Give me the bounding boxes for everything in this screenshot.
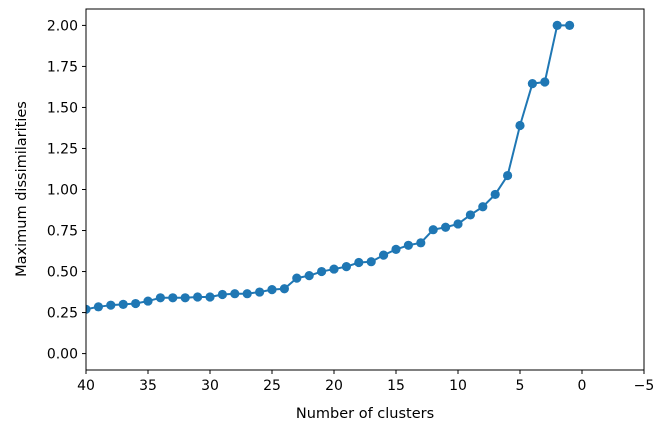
data-point	[242, 289, 252, 299]
data-point	[217, 289, 227, 300]
data-point	[267, 285, 277, 295]
data-point	[441, 222, 451, 232]
x-tick-label: 35	[139, 378, 157, 394]
data-point	[354, 257, 364, 268]
y-tick-label: 1.00	[47, 183, 78, 199]
data-point	[403, 240, 413, 250]
data-point	[428, 225, 438, 235]
data-point	[540, 77, 550, 87]
data-point	[168, 293, 178, 303]
data-point	[93, 302, 103, 312]
data-point	[304, 271, 314, 281]
y-axis-label: Maximum dissimilarities	[14, 101, 30, 277]
y-tick-label: 1.25	[47, 141, 78, 157]
y-tick-label: 0.50	[47, 265, 78, 281]
data-point	[230, 289, 240, 299]
data-point	[527, 79, 538, 89]
data-point	[143, 296, 153, 306]
series-group	[86, 20, 575, 314]
data-point	[416, 238, 426, 248]
x-tick-label: 5	[516, 378, 525, 394]
x-tick-label: 15	[387, 378, 405, 394]
data-point	[379, 250, 389, 260]
x-axis-label: Number of clusters	[296, 406, 434, 422]
x-tick-label: 10	[449, 378, 467, 394]
data-point	[341, 262, 351, 272]
data-point	[565, 20, 575, 31]
data-point	[193, 292, 203, 302]
y-tick-label: 0.00	[47, 347, 78, 363]
axes-frame	[85, 8, 645, 371]
y-axis: 0.00 0.25 0.50 0.75 1.00 1.25 1.50 1.75 2.00	[47, 18, 86, 363]
y-tick-label: 0.75	[47, 224, 78, 240]
y-tick-label: 1.50	[47, 100, 78, 116]
data-point	[317, 266, 327, 277]
data-point	[131, 298, 141, 309]
y-tick-label: 2.00	[47, 18, 78, 34]
data-point	[453, 219, 463, 229]
y-tick-label: 1.75	[47, 59, 78, 75]
data-point	[552, 20, 562, 31]
x-tick-label: 40	[77, 378, 95, 394]
data-point	[205, 292, 215, 302]
series-line	[86, 24, 570, 311]
data-point	[503, 170, 513, 181]
data-point	[292, 273, 302, 283]
x-tick-label: −5	[634, 378, 655, 394]
data-point	[366, 257, 376, 267]
plot-area	[86, 20, 575, 314]
data-point	[155, 293, 165, 303]
data-point	[490, 189, 500, 200]
y-tick-label: 0.25	[47, 306, 78, 322]
data-point	[465, 210, 475, 220]
data-point	[106, 300, 116, 310]
data-point	[118, 299, 128, 309]
data-point	[180, 293, 190, 303]
data-point	[86, 304, 91, 314]
x-tick-label: 25	[263, 378, 281, 394]
data-point	[391, 244, 401, 254]
data-point	[279, 284, 289, 294]
data-point	[515, 120, 525, 131]
x-axis: 40 35 30 25 20 15 10 5 0 −5	[77, 370, 654, 394]
x-tick-label: 20	[325, 378, 343, 394]
x-tick-label: 30	[201, 378, 219, 394]
data-point	[329, 264, 339, 274]
data-point	[478, 202, 488, 212]
x-tick-label: 0	[578, 378, 587, 394]
data-point	[255, 287, 265, 297]
